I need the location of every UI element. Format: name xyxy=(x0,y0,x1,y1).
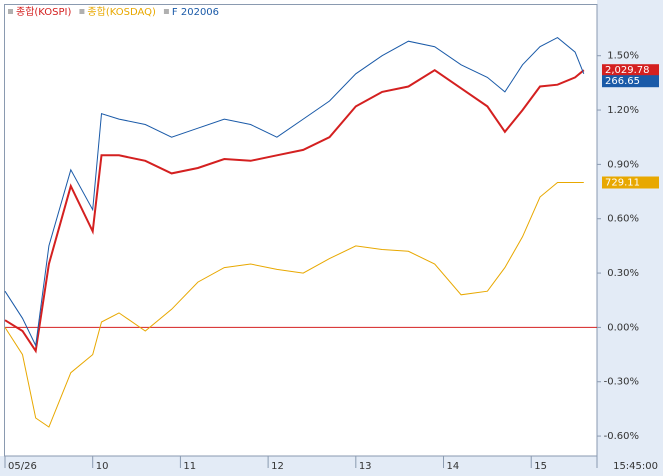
x-tick-label: 14 xyxy=(447,461,460,472)
x-tick-label: 05/26 xyxy=(8,461,37,472)
last-value-box xyxy=(602,176,659,189)
legend-swatch xyxy=(8,9,13,14)
plot-border xyxy=(4,4,598,457)
x-tick-label: 15:45:00 xyxy=(613,461,658,472)
y-tick-label: 0.90% xyxy=(607,159,639,170)
last-value-box xyxy=(602,64,659,77)
x-tick-label: 13 xyxy=(359,461,372,472)
legend-label: F 202006 xyxy=(172,7,219,18)
last-value-box xyxy=(602,75,659,88)
y-tick-label: 0.60% xyxy=(607,214,639,225)
y-tick-label: 0.30% xyxy=(607,268,639,279)
legend-swatch xyxy=(79,9,85,14)
y-tick-label: 1.50% xyxy=(607,51,639,62)
series-line xyxy=(4,37,585,348)
series-line xyxy=(4,182,584,428)
axis-panel xyxy=(0,456,663,476)
legend-label: 종합(KOSPI) xyxy=(16,6,72,18)
x-tick-label: 10 xyxy=(96,461,109,472)
last-value-label: 729.11 xyxy=(605,178,640,189)
x-tick-label: 15 xyxy=(534,461,547,472)
last-value-label: 266.65 xyxy=(605,76,640,87)
last-value-label: 2,029.78 xyxy=(605,65,650,76)
y-tick-label: 1.20% xyxy=(607,105,639,116)
legend-label: 종합(KOSDAQ) xyxy=(87,6,156,18)
y-tick-label: 0.00% xyxy=(607,322,639,333)
legend-swatch xyxy=(163,9,169,14)
x-tick-label: 11 xyxy=(183,461,196,472)
y-tick-label: -0.30% xyxy=(604,377,639,388)
y-tick-label: -0.60% xyxy=(604,431,639,442)
x-tick-label: 12 xyxy=(271,461,284,472)
series-line xyxy=(4,69,585,354)
